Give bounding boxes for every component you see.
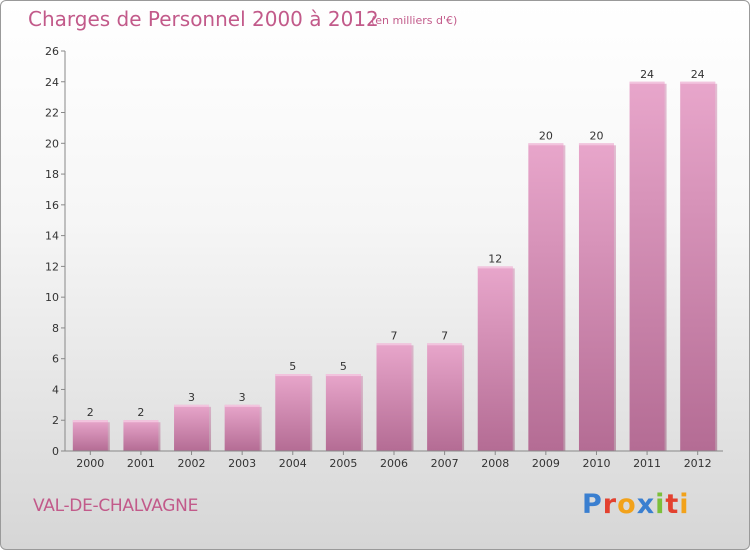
x-tick-label: 2003 (228, 457, 256, 470)
logo-letter: o (617, 489, 637, 520)
y-tick-label: 20 (45, 137, 59, 150)
x-tick-label: 2007 (431, 457, 459, 470)
y-tick-label: 26 (45, 45, 59, 58)
x-tick-label: 2000 (76, 457, 104, 470)
bar-highlight (528, 143, 564, 146)
logo-letter: r (602, 489, 618, 520)
y-tick-label: 0 (52, 445, 59, 458)
bar (578, 143, 614, 452)
bar-highlight (376, 343, 412, 346)
y-tick-label: 16 (45, 199, 59, 212)
data-label: 12 (488, 252, 502, 265)
data-label: 20 (539, 129, 553, 142)
bar-highlight (72, 420, 108, 423)
bar-highlight (578, 143, 614, 146)
bar (528, 143, 564, 452)
x-tick-label: 2002 (178, 457, 206, 470)
bar-highlight (174, 404, 210, 407)
bar (275, 374, 311, 451)
data-label: 7 (391, 329, 398, 342)
data-label: 3 (239, 391, 246, 404)
data-label: 5 (289, 360, 296, 373)
x-tick-label: 2010 (582, 457, 610, 470)
bar (123, 420, 159, 451)
x-tick-label: 2006 (380, 457, 408, 470)
bar-highlight (275, 374, 311, 377)
data-label: 24 (691, 68, 705, 81)
logo-letter: x (636, 489, 656, 520)
bar (680, 81, 716, 452)
bar (376, 343, 412, 451)
x-tick-label: 2001 (127, 457, 155, 470)
y-tick-label: 6 (52, 353, 59, 366)
logo-letter: i (655, 489, 666, 520)
data-label: 7 (441, 329, 448, 342)
y-tick-label: 2 (52, 414, 59, 427)
data-label: 3 (188, 391, 195, 404)
bar (72, 420, 108, 451)
y-tick-label: 12 (45, 260, 59, 273)
logo-letter: t (665, 489, 680, 520)
data-label: 20 (589, 129, 603, 142)
data-label: 5 (340, 360, 347, 373)
chart-unit: (en milliers d'€) (371, 14, 458, 27)
bar-highlight (224, 404, 260, 407)
proxiti-logo[interactable]: Proxiti (582, 489, 690, 520)
x-tick-label: 2009 (532, 457, 560, 470)
bar (477, 266, 513, 451)
bar-highlight (680, 81, 716, 84)
bar-highlight (629, 81, 665, 84)
bar (427, 343, 463, 451)
bar (224, 404, 260, 451)
y-tick-label: 18 (45, 168, 59, 181)
y-tick-label: 24 (45, 76, 59, 89)
y-tick-label: 8 (52, 322, 59, 335)
bar-highlight (123, 420, 159, 423)
chart-title: Charges de Personnel 2000 à 2012 (28, 7, 379, 31)
axis-layer: 0246810121416182022242620002200122002320… (45, 45, 723, 470)
x-tick-label: 2012 (684, 457, 712, 470)
data-label: 24 (640, 68, 654, 81)
y-tick-label: 4 (52, 383, 59, 396)
bar-highlight (477, 266, 513, 269)
bar (325, 374, 361, 451)
x-tick-label: 2008 (481, 457, 509, 470)
data-label: 2 (137, 406, 144, 419)
bars-layer (72, 81, 718, 452)
x-tick-label: 2005 (329, 457, 357, 470)
logo-letter: P (582, 489, 603, 520)
x-tick-label: 2004 (279, 457, 307, 470)
commune-name: VAL-DE-CHALVAGNE (33, 496, 199, 516)
y-tick-label: 14 (45, 230, 59, 243)
y-tick-label: 10 (45, 291, 59, 304)
bar-highlight (427, 343, 463, 346)
bar (174, 404, 210, 451)
logo-letter: i (679, 489, 690, 520)
data-label: 2 (87, 406, 94, 419)
bar-highlight (325, 374, 361, 377)
bar (629, 81, 665, 452)
x-tick-label: 2011 (633, 457, 661, 470)
y-tick-label: 22 (45, 107, 59, 120)
